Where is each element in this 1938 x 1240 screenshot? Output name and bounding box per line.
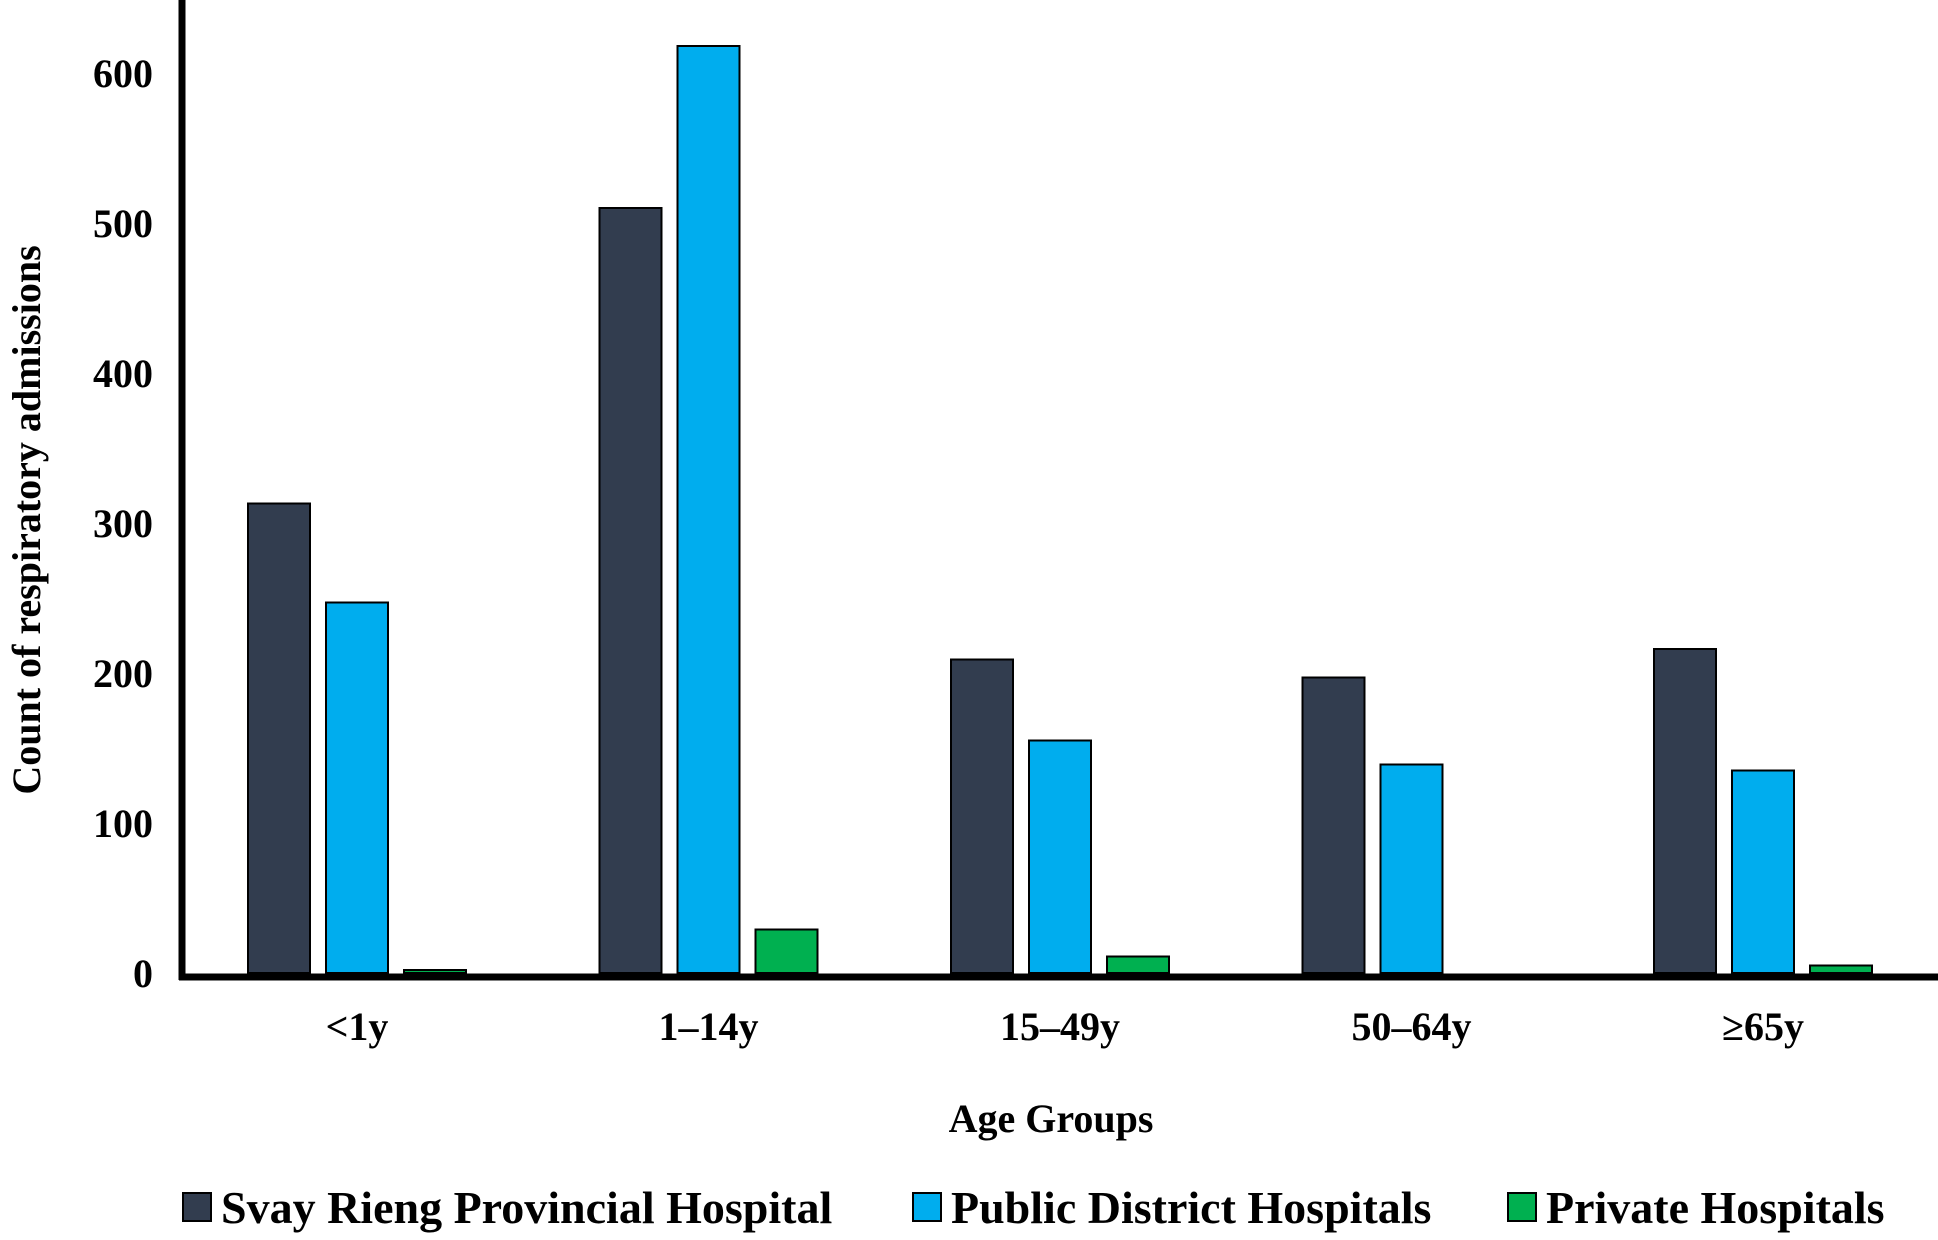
bar-private-hospitals-0: [403, 969, 467, 974]
x-category-label-2: 15–49y: [1000, 1004, 1120, 1049]
y-tick-label-5: 500: [93, 201, 153, 246]
bar-public-district-hospitals-4: [1731, 769, 1795, 974]
bar-svay-rieng-provincial-hospital-2: [950, 658, 1014, 974]
y-tick-label-0: 0: [133, 951, 153, 996]
legend-label-public-district-hospitals: Public District Hospitals: [951, 1182, 1431, 1233]
bar-private-hospitals-4: [1809, 964, 1873, 974]
legend-label-svay-rieng-provincial-hospital: Svay Rieng Provincial Hospital: [221, 1182, 832, 1233]
y-tick-labels: 0 100 200 300 400 500 600: [93, 51, 153, 996]
bar-private-hospitals-2: [1106, 955, 1170, 974]
y-tick-label-6: 600: [93, 51, 153, 96]
bar-svay-rieng-provincial-hospital-4: [1653, 648, 1717, 974]
bar-public-district-hospitals-3: [1379, 763, 1444, 974]
y-tick-label-3: 300: [93, 501, 153, 546]
legend-label-private-hospitals: Private Hospitals: [1546, 1182, 1885, 1233]
x-category-label-1: 1–14y: [659, 1004, 759, 1049]
x-category-labels: <1y 1–14y 15–49y 50–64y ≥65y: [326, 1004, 1804, 1049]
bar-public-district-hospitals-1: [676, 45, 741, 974]
x-category-label-3: 50–64y: [1352, 1004, 1472, 1049]
legend-swatch-public-district-hospitals: [912, 1192, 942, 1222]
legend-swatch-private-hospitals: [1507, 1192, 1537, 1222]
x-category-label-0: <1y: [326, 1004, 389, 1049]
bar-svay-rieng-provincial-hospital-3: [1301, 676, 1366, 974]
bar-svay-rieng-provincial-hospital-0: [247, 502, 311, 974]
bar-svay-rieng-provincial-hospital-1: [598, 207, 663, 974]
bar-public-district-hospitals-0: [325, 601, 389, 974]
y-axis-title: Count of respiratory admissions: [4, 245, 49, 794]
bars-layer: [247, 45, 1873, 974]
y-tick-label-2: 200: [93, 651, 153, 696]
x-category-label-4: ≥65y: [1722, 1004, 1804, 1049]
y-tick-label-1: 100: [93, 801, 153, 846]
x-axis-title: Age Groups: [949, 1096, 1154, 1141]
bar-private-hospitals-1: [754, 928, 819, 974]
axes-layer: [178, 0, 1938, 981]
bar-public-district-hospitals-2: [1028, 739, 1092, 974]
legend-swatch-svay-rieng-provincial-hospital: [182, 1192, 212, 1222]
legend: Svay Rieng Provincial Hospital Public Dis…: [182, 1182, 1885, 1233]
y-tick-label-4: 400: [93, 351, 153, 396]
